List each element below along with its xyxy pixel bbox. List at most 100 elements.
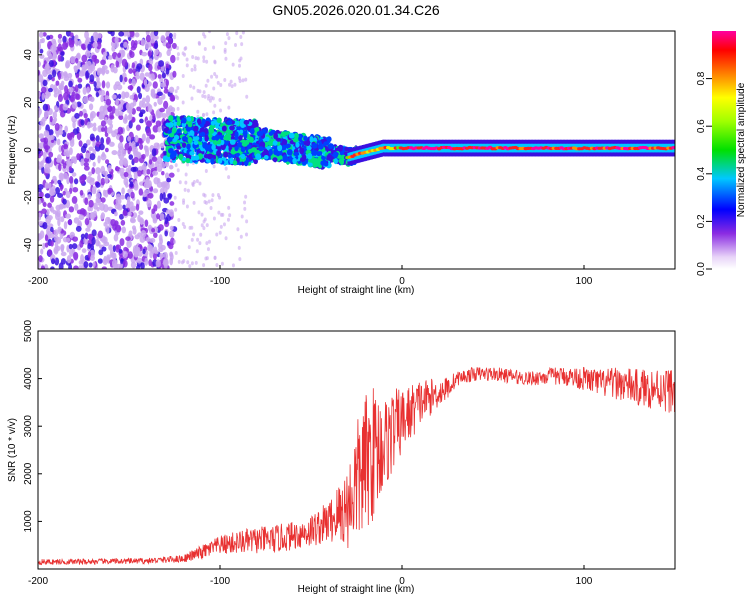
spectrogram-cell [69,139,75,148]
spectrogram-cell [135,75,140,80]
spectrogram-cell [73,251,79,261]
spectrogram-cell [243,133,248,139]
x-tick-label: 0 [399,276,405,287]
spectrogram-cell [48,151,54,158]
spectrogram-cell [58,163,62,172]
spectrogram-cell [227,129,233,135]
spectrogram-cell [39,141,45,149]
spectrogram-cell [191,55,195,60]
spectrogram-cell [117,52,122,58]
spectrogram-cell [103,204,109,213]
spectrogram-cell [44,182,49,189]
spectrogram-cell [128,154,134,160]
spectrogram-cell [174,251,178,256]
spectrogram-cell [155,120,162,128]
spectrogram-cell [306,145,312,151]
spectrogram-cell [115,224,122,233]
spectrogram-cell [205,256,209,261]
spectrogram-cell [49,115,53,123]
spectrogram-cell [337,145,343,152]
spectrogram-cell [100,120,106,127]
spectrogram-cell [127,211,132,217]
spectrogram-cell [73,217,80,224]
spectrogram-cell [198,181,202,186]
spectrogram-cell [178,180,182,185]
spectrogram-cell [113,233,119,242]
spectrogram-cell [130,39,135,48]
spectrogram-cell [212,86,216,91]
spectrogram-cell [196,118,202,125]
spectrogram-image [38,31,675,269]
spectrogram-cell [198,241,202,246]
spectrogram-cell [119,135,124,143]
spectrogram-cell [128,230,133,237]
spectrogram-cell [97,155,101,164]
spectrogram-cell [65,213,72,219]
spectrogram-cell [292,138,299,143]
spectrogram-cell [112,245,117,253]
spectrogram-cell [69,96,74,102]
x-tick-label: 100 [576,576,593,587]
spectrogram-cell [168,243,174,250]
spectrogram-cell [176,56,180,61]
spectrogram-cell [229,79,233,84]
spectrogram-cell [68,263,73,269]
spectrogram-cell [149,237,156,244]
spectrogram-cell [139,235,146,243]
spectrogram-cell [78,40,82,47]
spectrogram-cell [43,110,49,118]
spectrogram-cell [288,132,295,139]
spectrogram-cell [100,177,106,186]
spectrogram-cell [153,232,158,239]
spectrogram-cell [75,73,80,79]
spectrogram-cell [156,91,163,97]
spectrogram-cell [216,149,222,157]
spectrogram-cell [108,141,115,147]
spectrogram-cell [68,166,73,172]
spectrogram-cell [215,262,219,267]
spectrogram-cell [157,242,163,249]
spectrogram-cell [168,86,175,94]
spectrogram-cell [65,190,71,199]
spectrogram-cell [85,152,91,159]
spectrogram-cell [194,56,198,61]
spectrogram-cell [120,257,124,265]
spectrogram-cell [64,125,69,133]
spectrogram-cell [259,131,264,137]
spectrogram-cell [41,92,45,101]
spectrogram-cell [140,230,147,238]
spectrogram-cell [122,204,126,210]
spectrogram-cell [44,242,49,248]
spectrogram-cell [105,159,110,165]
spectrogram-cell [50,240,54,247]
spectrogram-cell [275,137,282,142]
spectrogram-cell [42,242,46,250]
spectrogram-cell [278,155,283,160]
spectrogram-cell [243,160,249,167]
y-tick-label: 20 [23,96,34,108]
spectrogram-cell [173,121,178,127]
spectrogram-cell [229,125,235,131]
spectrogram-cell [305,140,311,147]
spectrogram-cell [111,45,116,52]
spectrogram-cell [181,100,185,105]
spectrogram-cell [250,147,257,153]
spectrogram-cell [219,82,223,87]
spectrogram-cell [138,137,143,144]
spectrogram-cell [244,194,248,199]
snr-ticks: -200 -100 0 100 1000 2000 3000 4000 5000 [23,319,593,587]
spectrogram-cell [181,221,185,226]
spectrogram-cell [109,115,115,120]
spectrogram-cell [115,59,120,68]
snr-xlabel: Height of straight line (km) [298,584,415,595]
spectrogram-cell [74,203,79,211]
spectrogram-cell [122,157,128,165]
spectrogram-cell [178,153,184,160]
spectrogram-cell [213,59,217,64]
spectrogram-cell [87,242,92,250]
spectrogram-cell [189,150,195,156]
spectrogram-cell [88,146,94,152]
spectrogram-cell [135,71,140,77]
spectrogram-cell [166,107,171,115]
spectrogram-cell [278,151,284,157]
